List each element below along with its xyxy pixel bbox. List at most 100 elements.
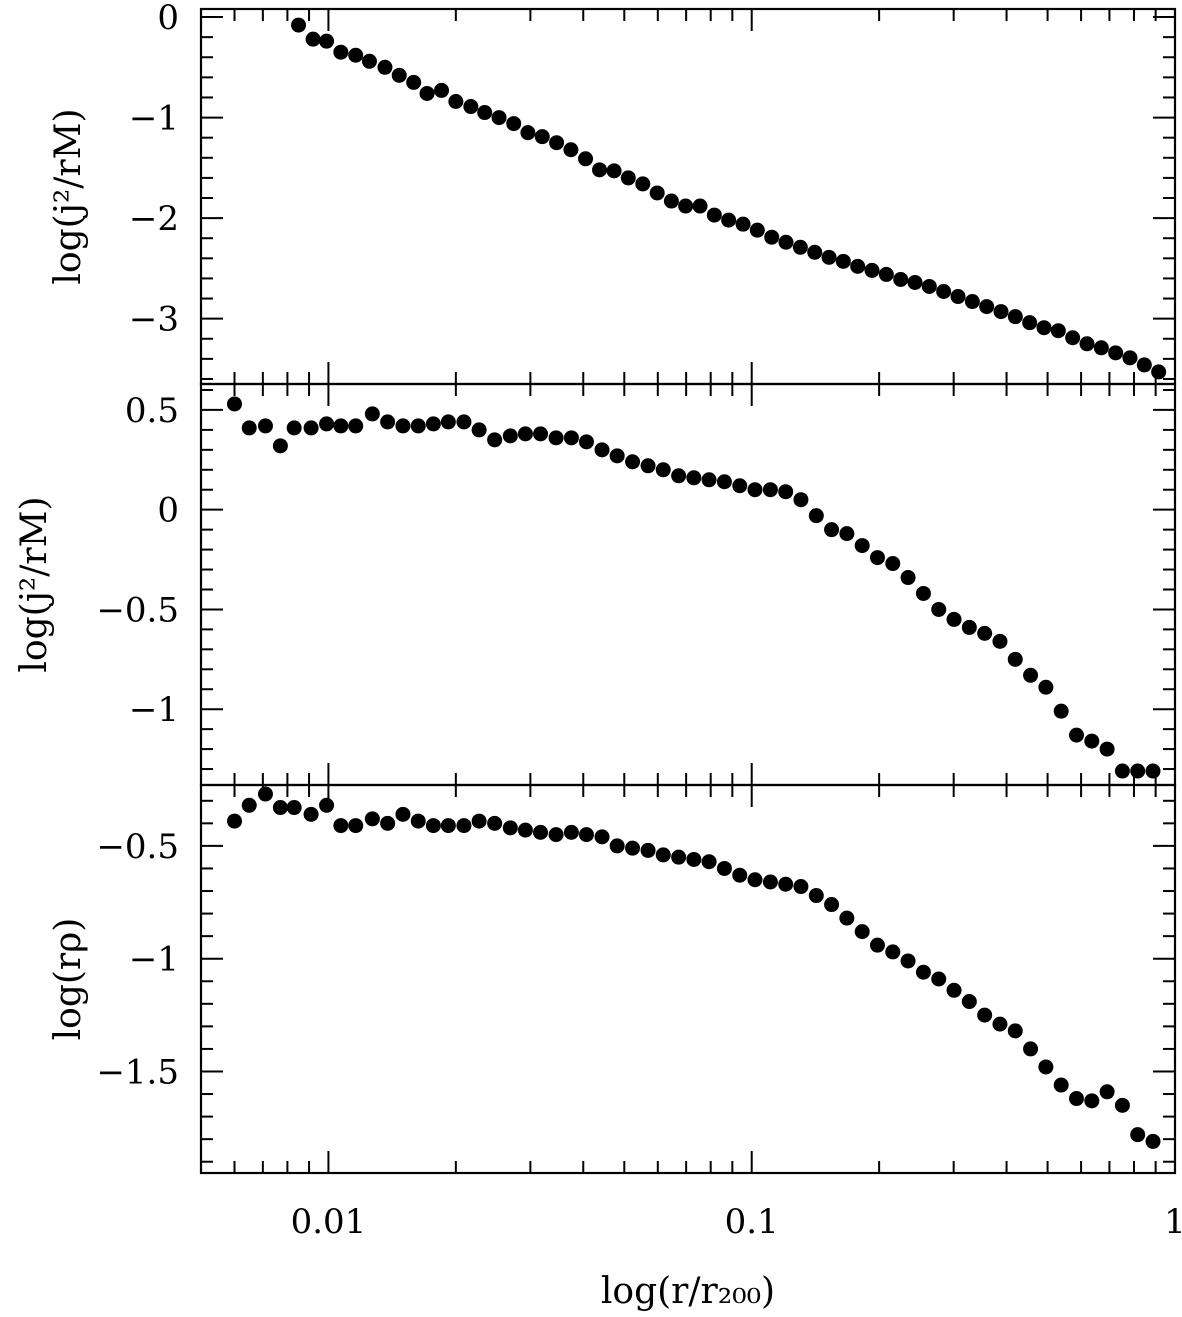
data-point [227,813,243,829]
data-point [487,432,503,448]
data-point [716,860,732,876]
data-point [406,74,422,90]
data-point [824,897,840,913]
data-point [778,876,794,892]
data-point [793,492,809,508]
data-point [907,274,923,290]
data-point [732,478,748,494]
data-point [391,67,407,83]
data-point [921,278,937,294]
data-point [778,484,794,500]
data-point [885,944,901,960]
data-point [227,396,243,412]
y-tick-label: −0.5 [96,827,179,867]
data-point [594,829,610,845]
data-point [410,418,426,434]
data-point [950,289,966,305]
data-point [534,129,550,145]
data-point [686,851,702,867]
data-point [549,135,565,151]
data-point [1053,703,1069,719]
data-point [1114,1097,1130,1113]
data-point [977,1007,993,1023]
y-tick-label: −1 [129,690,179,730]
data-point [946,611,962,627]
y-tick-label: −1 [129,99,179,139]
data-point [869,550,885,566]
data-point [609,448,625,464]
data-point [671,468,687,484]
data-point [839,910,855,926]
data-point [348,418,364,434]
y-tick-label: 0.5 [125,391,179,431]
data-point [692,198,708,214]
data-point [808,508,824,524]
data-point [333,418,349,434]
data-point [792,239,808,255]
data-point [1130,1127,1146,1143]
data-point [364,811,380,827]
data-point [563,824,579,840]
data-point [361,53,377,69]
data-point [721,212,737,228]
data-point [319,797,335,813]
data-point [533,824,549,840]
panels: 0 −1 −2 −3 log(j²/rM) 0.5 0 −0.5 −1 log(j²/rM) −0.… [14,0,1182,1242]
data-point [878,266,894,282]
data-point [931,971,947,987]
data-point [1122,350,1138,366]
data-point [348,818,364,834]
data-point [506,116,522,132]
data-point [303,806,319,822]
data-point [1079,336,1095,352]
data-point [425,416,441,432]
data-point [286,800,302,816]
data-point [319,416,335,432]
data-point [671,849,687,865]
data-point [716,474,732,490]
x-tick-label: 1 [1164,1202,1182,1242]
data-point [946,982,962,998]
data-point [241,420,257,436]
data-point [839,526,855,542]
data-point [1036,320,1052,336]
data-point [961,619,977,635]
data-point [961,994,977,1010]
y-tick-label: −1 [129,940,179,980]
data-point [594,442,610,458]
panel-top: 0 −1 −2 −3 log(j²/rM) [48,0,1177,386]
data-point [463,99,479,115]
data-point [434,82,450,98]
data-point [1065,330,1081,346]
y-tick-label: −1.5 [96,1052,179,1092]
data-point [419,85,435,101]
y-tick-label: −3 [129,300,179,340]
data-point [1022,315,1038,331]
data-point [348,47,364,63]
data-point [1084,733,1100,749]
data-point [821,249,837,265]
panel-middle: 0.5 0 −0.5 −1 log(j²/rM) [14,382,1177,787]
data-point [487,815,503,831]
data-point [1114,763,1130,779]
y-axis-label: log(j²/rM) [48,108,89,284]
data-point [456,818,472,834]
data-point [808,888,824,904]
data-point [1007,651,1023,667]
x-tick-label: 0.1 [725,1202,779,1242]
data-point [835,253,851,269]
data-point [592,162,608,178]
data-point [333,44,349,60]
data-point [606,163,622,179]
data-point [477,105,493,121]
data-point [319,33,335,49]
data-point [1108,345,1124,361]
data-point [395,418,411,434]
data-point [1007,309,1023,325]
plot-frame [199,382,1177,787]
data-point [517,426,533,442]
data-point [824,522,840,538]
data-point [257,418,273,434]
data-point [502,428,518,444]
